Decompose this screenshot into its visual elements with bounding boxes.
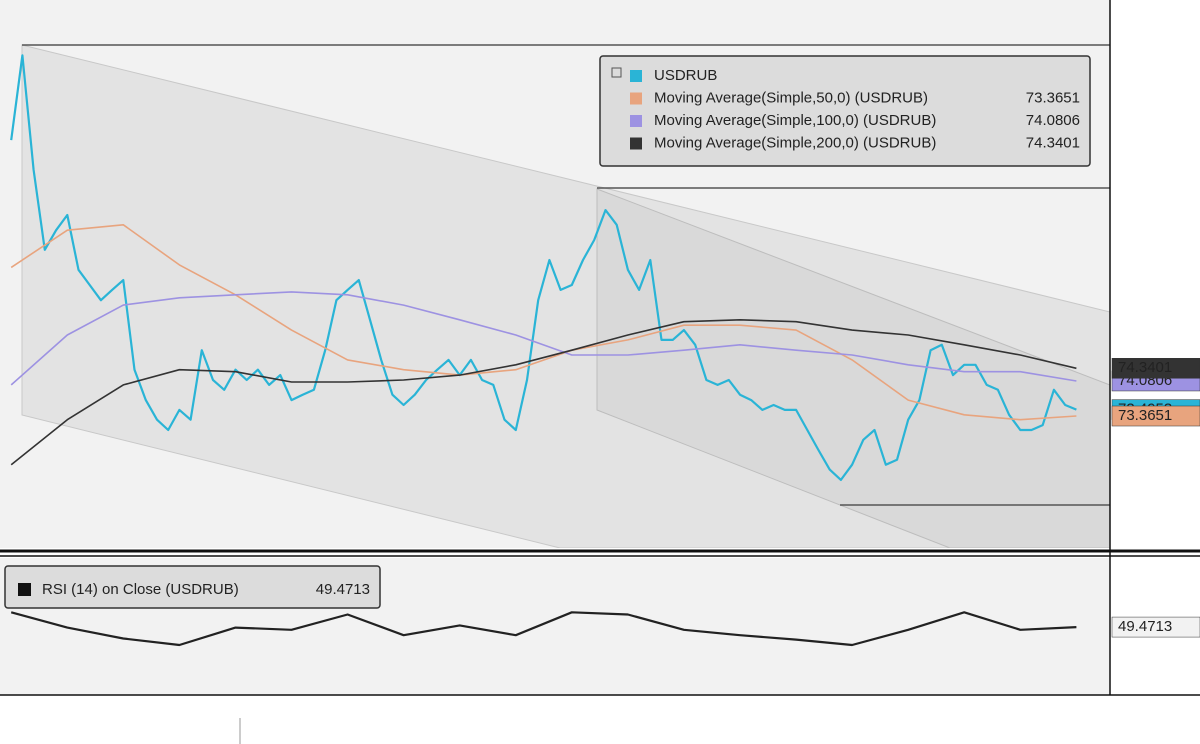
value-tag: [1111, 616, 1200, 638]
series-line: [10, 224, 1077, 421]
legend-label: USDRUB: [654, 67, 717, 84]
value-tag-label: 49.4713: [1118, 618, 1172, 635]
value-tag: [1111, 405, 1200, 427]
value-tag-label: 73.3651: [1118, 407, 1172, 424]
legend-value: 73.3651: [1026, 89, 1080, 106]
legend-label: Moving Average(Simple,50,0) (USDRUB): [654, 89, 928, 106]
value-tag-label: 74.3401: [1118, 359, 1172, 376]
legend-swatch: [630, 92, 642, 105]
series-line: [10, 318, 1077, 466]
legend: [599, 55, 1091, 167]
legend-swatch: [630, 70, 642, 82]
overlay: 73.495373.365174.080674.3401USDRUBMoving…: [18, 67, 1200, 638]
series-line: [10, 291, 1077, 386]
legend-swatch: [18, 583, 31, 596]
value-tag: [1111, 358, 1200, 379]
legend-value: 74.3401: [1026, 134, 1080, 151]
legend-collapse: [611, 67, 622, 78]
series-line: [10, 54, 1077, 481]
legend-swatch: [630, 115, 642, 127]
series-layer: [10, 54, 1077, 647]
legend-label: Moving Average(Simple,200,0) (USDRUB): [654, 134, 936, 151]
series-line: [10, 611, 1077, 647]
separator: [0, 548, 1200, 558]
legend-label: RSI (14) on Close (USDRUB): [42, 581, 239, 598]
legend-label: Moving Average(Simple,100,0) (USDRUB): [654, 112, 936, 129]
legend-value: 49.4713: [316, 581, 370, 598]
legend-value: 74.0806: [1026, 112, 1080, 129]
legend-swatch: [630, 137, 642, 150]
rsi-legend: [4, 565, 381, 609]
